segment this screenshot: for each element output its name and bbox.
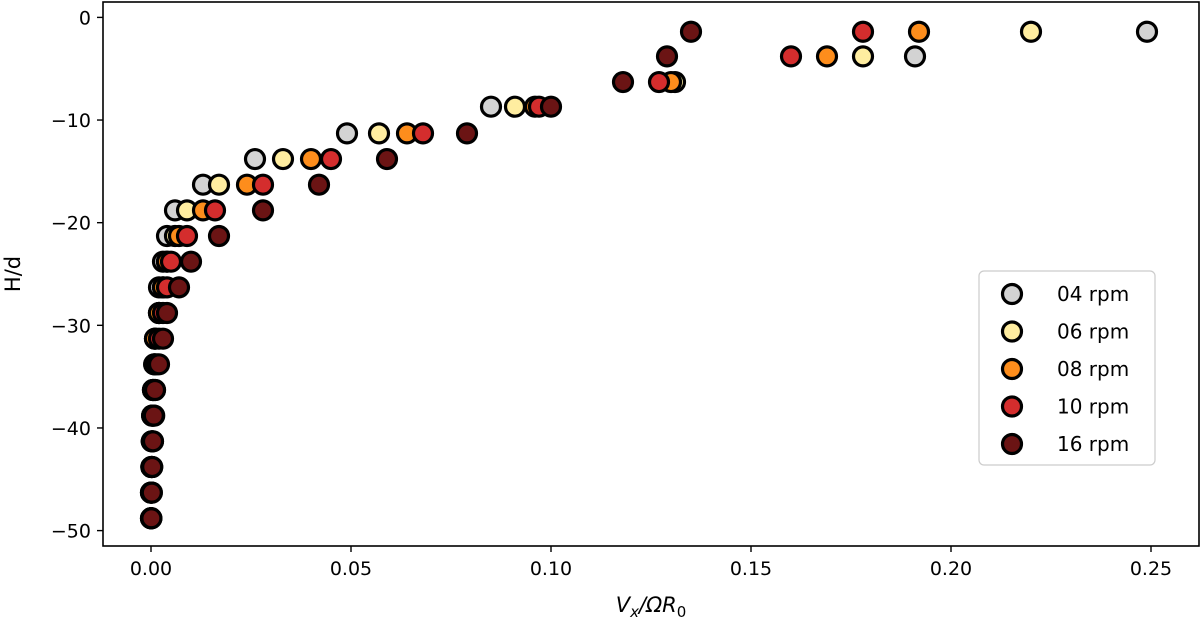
data-point-06-rpm: [1019, 20, 1043, 43]
data-point-16-rpm: [375, 147, 399, 171]
x-tick-label: 0.05: [330, 558, 372, 580]
data-points: [139, 20, 1159, 530]
y-tick-label: −40: [51, 418, 91, 440]
data-point-08-rpm: [815, 45, 839, 68]
data-point-06-rpm: [503, 95, 527, 118]
data-point-16-rpm: [151, 327, 175, 350]
data-point-16-rpm: [611, 70, 635, 94]
data-point-06-rpm: [271, 147, 295, 171]
legend-marker: [1000, 395, 1024, 418]
legend-label: 16 rpm: [1057, 432, 1129, 456]
legend-marker: [1000, 432, 1024, 456]
data-point-16-rpm: [455, 122, 479, 145]
legend-label: 06 rpm: [1057, 320, 1129, 344]
legend-label: 08 rpm: [1057, 357, 1129, 381]
data-point-08-rpm: [299, 147, 323, 171]
data-point-16-rpm: [679, 20, 703, 43]
data-point-04-rpm: [243, 147, 267, 171]
data-point-10-rpm: [251, 173, 275, 196]
legend-marker: [1000, 357, 1024, 381]
data-point-04-rpm: [335, 122, 359, 145]
data-point-10-rpm: [851, 20, 875, 43]
x-tick-label: 0.10: [530, 558, 572, 580]
data-point-10-rpm: [159, 250, 183, 273]
y-tick-label: −20: [51, 213, 91, 235]
x-tick-label: 0.15: [730, 558, 772, 580]
data-point-16-rpm: [179, 250, 203, 273]
data-point-10-rpm: [411, 122, 435, 145]
data-point-10-rpm: [647, 70, 671, 94]
y-tick-label: −50: [51, 521, 91, 543]
data-point-16-rpm: [143, 378, 167, 402]
data-point-16-rpm: [167, 276, 191, 299]
x-tick-label: 0.20: [930, 558, 972, 580]
legend-label: 04 rpm: [1057, 282, 1129, 306]
y-tick-label: −30: [51, 315, 91, 337]
legend: 04 rpm 06 rpm 08 rpm 10 rpm 16 rpm: [978, 270, 1156, 466]
legend-label: 10 rpm: [1057, 395, 1129, 419]
data-point-10-rpm: [319, 147, 343, 171]
legend-marker: [1000, 320, 1024, 343]
data-point-08-rpm: [907, 20, 931, 43]
data-point-16-rpm: [251, 199, 275, 222]
y-axis-label: H/d: [1, 256, 25, 292]
data-point-10-rpm: [175, 224, 199, 248]
data-point-16-rpm: [207, 224, 231, 248]
data-point-06-rpm: [207, 173, 231, 196]
data-point-06-rpm: [367, 122, 391, 145]
y-axis: 0 −10 −20 −30 −40 −50: [51, 7, 103, 543]
legend-box: [978, 270, 1156, 466]
data-point-16-rpm: [140, 481, 163, 504]
data-point-16-rpm: [307, 173, 331, 196]
x-axis-label: Vx/ΩR0: [616, 593, 687, 621]
x-axis: 0.00 0.05 0.10 0.15 0.20 0.25: [130, 546, 1172, 580]
legend-marker: [1000, 282, 1024, 306]
data-point-10-rpm: [779, 45, 803, 68]
data-point-04-rpm: [479, 95, 503, 118]
data-point-16-rpm: [155, 301, 179, 325]
data-point-16-rpm: [539, 95, 563, 118]
x-tick-label: 0.25: [1130, 558, 1172, 580]
data-point-16-rpm: [142, 404, 165, 427]
data-point-10-rpm: [203, 199, 227, 222]
y-tick-label: 0: [79, 7, 91, 29]
data-point-04-rpm: [1135, 20, 1159, 43]
plot-frame: [102, 1, 1200, 547]
x-tick-label: 0.00: [130, 558, 172, 580]
data-point-16-rpm: [141, 455, 164, 479]
data-point-06-rpm: [851, 45, 875, 68]
data-point-16-rpm: [147, 353, 171, 376]
data-point-04-rpm: [903, 45, 927, 68]
data-point-16-rpm: [140, 507, 163, 530]
data-point-16-rpm: [655, 45, 679, 68]
data-point-16-rpm: [141, 430, 165, 453]
y-tick-label: −10: [51, 110, 91, 132]
